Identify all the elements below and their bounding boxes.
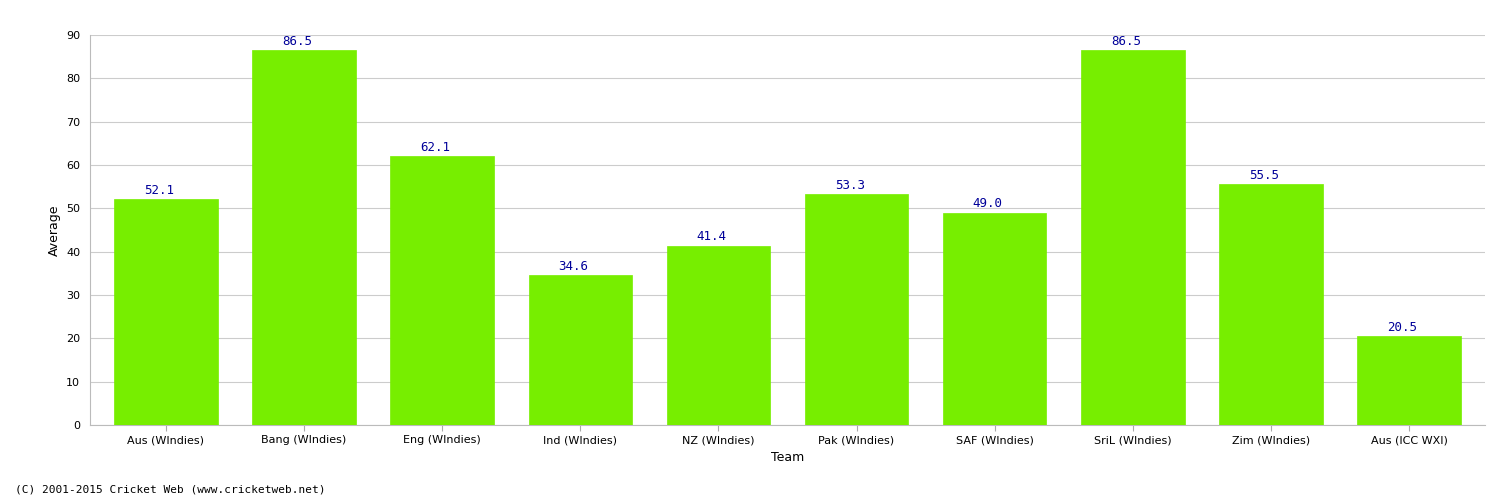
Text: 86.5: 86.5 xyxy=(1112,35,1142,48)
Bar xyxy=(1220,184,1323,425)
Text: 55.5: 55.5 xyxy=(1250,170,1280,182)
Text: 53.3: 53.3 xyxy=(834,179,864,192)
Y-axis label: Average: Average xyxy=(48,204,60,256)
Text: 52.1: 52.1 xyxy=(144,184,174,197)
Bar xyxy=(666,246,770,425)
Bar xyxy=(1358,336,1461,425)
Text: 62.1: 62.1 xyxy=(420,140,450,153)
Text: 34.6: 34.6 xyxy=(558,260,588,273)
Bar xyxy=(252,50,356,425)
Bar xyxy=(528,275,632,425)
Text: 86.5: 86.5 xyxy=(282,35,312,48)
X-axis label: Team: Team xyxy=(771,451,804,464)
Text: (C) 2001-2015 Cricket Web (www.cricketweb.net): (C) 2001-2015 Cricket Web (www.cricketwe… xyxy=(15,485,326,495)
Text: 20.5: 20.5 xyxy=(1388,321,1417,334)
Bar xyxy=(390,156,494,425)
Bar xyxy=(806,194,909,425)
Text: 49.0: 49.0 xyxy=(974,198,1004,210)
Bar xyxy=(944,212,1047,425)
Bar xyxy=(1082,50,1185,425)
Text: 41.4: 41.4 xyxy=(696,230,726,243)
Bar xyxy=(114,199,218,425)
